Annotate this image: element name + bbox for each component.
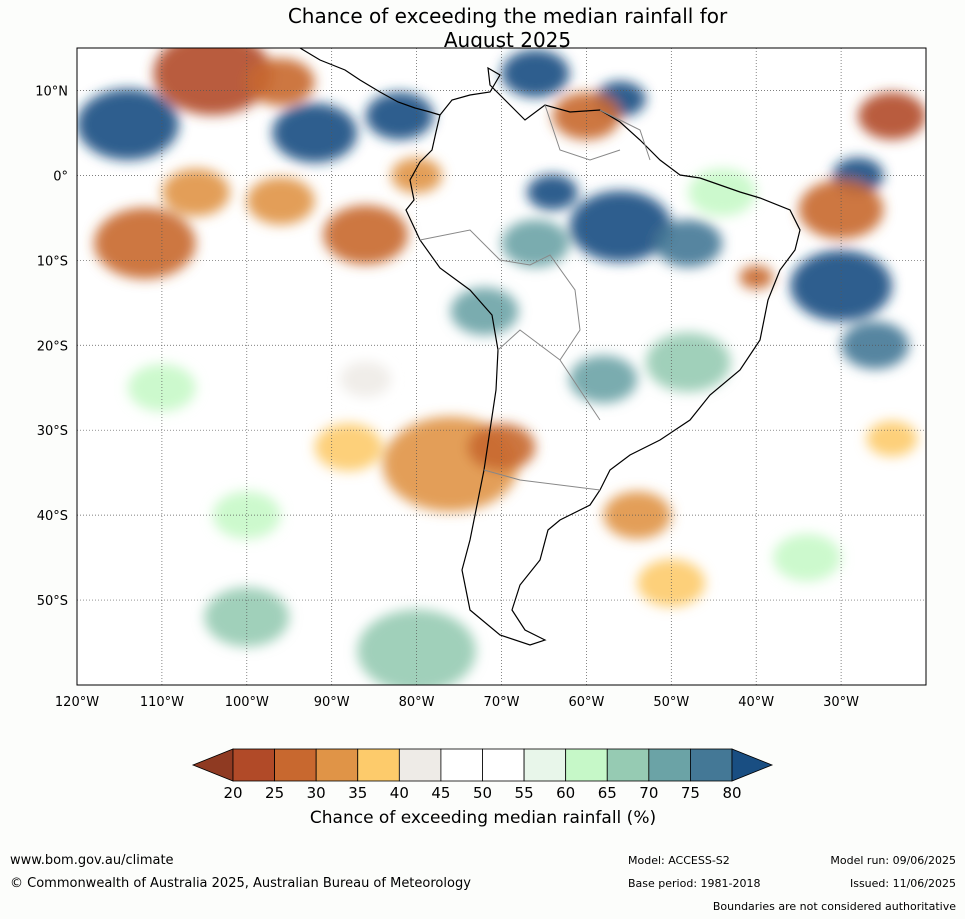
probability-patch-38 — [688, 168, 757, 217]
lat-tick-label: 10°N — [35, 84, 68, 99]
colorbar-tick-label: 60 — [556, 784, 575, 802]
title-line-1: Chance of exceeding the median rainfall … — [287, 4, 728, 28]
colorbar-tick-label: 25 — [265, 784, 284, 802]
lat-tick-label: 10°S — [37, 254, 68, 269]
colorbar-tick-label: 55 — [515, 784, 534, 802]
national-borders — [419, 104, 651, 491]
lon-tick-label: 110°W — [140, 695, 184, 710]
colorbar-tick-label: 30 — [307, 784, 326, 802]
lon-tick-label: 120°W — [55, 695, 99, 710]
probability-patch-16 — [569, 190, 672, 263]
probability-patch-5 — [501, 49, 570, 98]
colorbar-bin — [690, 748, 733, 782]
probability-patch-23 — [450, 287, 519, 336]
colorbar-bin — [315, 748, 359, 782]
colorbar-tick-label: 50 — [473, 784, 492, 802]
lon-tick-label: 60°W — [568, 695, 604, 710]
lon-tick-label: 90°W — [314, 695, 350, 710]
colorbar-tick-label: 20 — [223, 784, 242, 802]
probability-patch-2 — [77, 88, 179, 161]
probability-patch-15 — [526, 174, 578, 211]
probability-patch-4 — [365, 92, 434, 140]
probability-patch-24 — [569, 355, 638, 404]
copyright-text: © Commonwealth of Australia 2025, Austra… — [10, 876, 471, 891]
lat-tick-label: 0° — [53, 169, 68, 184]
colorbar-bin — [274, 748, 317, 782]
probability-patch-9 — [93, 207, 196, 280]
probability-patch-29 — [603, 491, 672, 539]
colorbar-bin — [232, 748, 275, 782]
lat-tick-label: 40°S — [37, 509, 68, 524]
model-label: Model: ACCESS-S2 — [628, 854, 730, 867]
probability-patch-14 — [552, 92, 621, 140]
probability-patch-37 — [212, 491, 281, 539]
lon-tick-label: 80°W — [399, 695, 435, 710]
probability-patch-25 — [645, 332, 731, 392]
probability-patch-17 — [654, 219, 723, 268]
longitude-tick-labels: 120°W 110°W 100°W 90°W 80°W 70°W 60°W 50°W 40°W 3… — [55, 695, 859, 710]
website-link[interactable]: www.bom.gov.au/climate — [10, 853, 174, 868]
colorbar-bin — [440, 748, 483, 782]
central-america-coastline — [299, 48, 441, 116]
boundaries-disclaimer: Boundaries are not considered authoritat… — [712, 900, 956, 913]
probability-patch-3 — [272, 103, 358, 163]
latitude-tick-labels: 10°N 0° 10°S 20°S 30°S 40°S 50°S — [35, 84, 68, 609]
colorbar: 20 25 30 35 40 45 50 55 60 65 70 75 80 — [191, 748, 774, 802]
probability-patch-30 — [637, 559, 706, 607]
probability-patch-18 — [501, 219, 570, 268]
probability-patch-10 — [161, 168, 230, 217]
coastline — [299, 48, 801, 646]
colorbar-tick-label: 65 — [598, 784, 617, 802]
issued-label: Issued: 11/06/2025 — [849, 877, 956, 890]
lon-tick-label: 100°W — [225, 695, 269, 710]
colorbar-caption: Chance of exceeding median rainfall (%) — [309, 808, 657, 828]
lon-tick-label: 50°W — [653, 695, 689, 710]
lat-tick-label: 50°S — [37, 594, 68, 609]
probability-patch-0 — [153, 48, 273, 116]
probability-patch-1 — [246, 58, 315, 106]
colorbar-tick-label: 35 — [348, 784, 367, 802]
lon-tick-label: 70°W — [484, 695, 520, 710]
colorbar-bin — [565, 748, 608, 782]
lon-tick-label: 40°W — [738, 695, 774, 710]
probability-patch-22 — [798, 179, 884, 240]
colorbar-bin — [606, 748, 650, 782]
colorbar-bin — [648, 748, 691, 782]
map-frame — [76, 47, 927, 686]
probability-patch-28 — [314, 423, 383, 471]
probability-patch-11 — [323, 205, 409, 265]
lat-tick-label: 20°S — [37, 339, 68, 354]
model-run-label: Model run: 09/06/2025 — [830, 854, 956, 867]
probability-patch-33 — [204, 587, 290, 647]
colorbar-tick-label: 80 — [722, 784, 741, 802]
colorbar-tick-label: 75 — [681, 784, 700, 802]
colorbar-tick-label: 45 — [431, 784, 450, 802]
colorbar-bin — [482, 748, 525, 782]
colorbar-bin — [523, 748, 567, 782]
colorbar-extend-low — [191, 748, 234, 782]
probability-patch-32 — [357, 609, 477, 685]
colorbar-bin — [398, 748, 442, 782]
probability-patch-12 — [246, 177, 315, 225]
south-america-coastline — [405, 66, 801, 646]
probability-patch-31 — [866, 420, 918, 457]
map-title: Chance of exceeding the median rainfall … — [0, 4, 965, 52]
graticule — [77, 48, 926, 685]
probability-patch-36 — [340, 361, 392, 398]
probability-patch-34 — [773, 533, 842, 582]
lat-tick-label: 30°S — [37, 424, 68, 439]
base-period-label: Base period: 1981-2018 — [628, 877, 761, 890]
probability-patch-7 — [858, 92, 926, 140]
colorbar-tick-label: 40 — [390, 784, 409, 802]
colorbar-tick-label: 70 — [639, 784, 658, 802]
probability-patch-20 — [739, 265, 774, 290]
lon-tick-label: 30°W — [823, 695, 859, 710]
colorbar-bin — [357, 748, 400, 782]
colorbar-extend-high — [731, 748, 774, 782]
